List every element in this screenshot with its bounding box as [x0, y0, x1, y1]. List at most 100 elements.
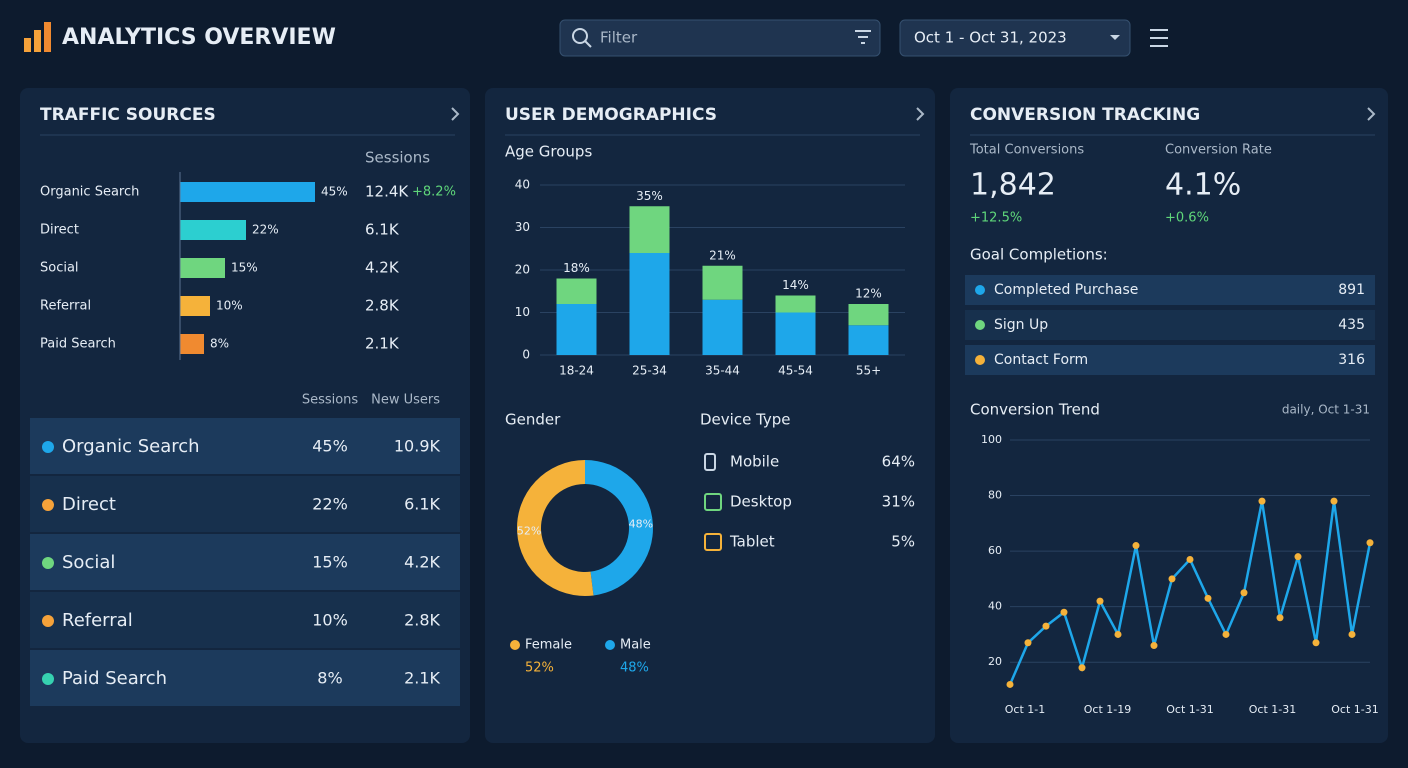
kpi-change: +0.6%: [1165, 211, 1209, 226]
bar-segment: [629, 253, 670, 355]
goal-name: Sign Up: [994, 317, 1048, 333]
x-tick-label: 18-24: [559, 364, 594, 378]
x-tick-label: Oct 1-31: [1166, 703, 1213, 716]
panel-title: TRAFFIC SOURCES: [40, 105, 216, 125]
source-name: Referral: [40, 299, 91, 314]
bar-segment: [702, 299, 743, 355]
device-icon: [704, 453, 716, 471]
row-new-users: 6.1K: [404, 495, 440, 514]
device-name: Desktop: [730, 493, 792, 511]
row-new-users: 10.9K: [394, 437, 441, 456]
menu-icon[interactable]: [1150, 29, 1168, 47]
section-title: Gender: [505, 411, 561, 429]
bar: [180, 182, 315, 202]
bar-segment: [775, 295, 816, 313]
bar-label: 45%: [321, 185, 348, 199]
trend-point: [1258, 497, 1266, 505]
y-tick-label: 30: [515, 220, 530, 234]
trend-point: [1204, 594, 1212, 602]
x-tick-label: 35-44: [705, 364, 740, 378]
slice-label: 52%: [517, 525, 541, 538]
filter-icon[interactable]: [855, 30, 871, 44]
table-row: [30, 650, 460, 706]
trend-point: [1096, 597, 1104, 605]
donut-slice: [516, 460, 594, 597]
bar-label: 22%: [252, 223, 279, 237]
y-tick-label: 20: [515, 263, 530, 277]
trend-point: [1312, 639, 1320, 647]
trend-point: [1060, 608, 1068, 616]
trend-point: [1132, 542, 1140, 550]
goal-dot: [975, 285, 985, 295]
kpi-label: Conversion Rate: [1165, 143, 1272, 158]
trend-point: [1294, 553, 1302, 561]
goal-value: 891: [1338, 282, 1365, 298]
trend-point: [1276, 614, 1284, 622]
row-name: Paid Search: [62, 668, 167, 689]
y-tick-label: 20: [988, 655, 1002, 668]
row-dot: [42, 557, 54, 569]
donut-slice: [585, 460, 653, 596]
y-tick-label: 60: [988, 544, 1002, 557]
trend-point: [1006, 680, 1014, 688]
trend-point: [1222, 630, 1230, 638]
legend-name: Female: [525, 638, 572, 653]
table-row: [30, 418, 460, 474]
section-title: Conversion Trend: [970, 401, 1100, 419]
date-select[interactable]: [899, 19, 1131, 57]
trend-point: [1186, 555, 1194, 563]
goal-dot: [975, 355, 985, 365]
x-tick-label: 25-34: [632, 364, 667, 378]
trend-point: [1330, 497, 1338, 505]
trend-point: [1168, 575, 1176, 583]
goal-row: [965, 345, 1375, 375]
trend-point: [1042, 622, 1050, 630]
row-new-users: 2.1K: [404, 669, 440, 688]
row-share: 22%: [312, 495, 348, 514]
slice-label: 48%: [629, 517, 653, 530]
source-name: Paid Search: [40, 337, 116, 352]
legend-name: Male: [620, 638, 651, 653]
goal-value: 435: [1338, 317, 1365, 333]
bar-segment: [556, 278, 597, 304]
sessions: 2.8K: [365, 297, 400, 315]
bar-total-label: 21%: [709, 248, 736, 262]
bar-segment: [629, 206, 670, 253]
section-title: Goal Completions:: [970, 246, 1108, 264]
bar-segment: [702, 265, 743, 300]
filter-input[interactable]: [559, 19, 881, 57]
row-dot: [42, 441, 54, 453]
section-title: Device Type: [700, 411, 791, 429]
trend-point: [1348, 630, 1356, 638]
filter-placeholder: Filter: [600, 29, 638, 47]
sessions: 6.1K: [365, 221, 400, 239]
row-dot: [42, 615, 54, 627]
trend-point: [1024, 639, 1032, 647]
bar-segment: [848, 304, 889, 326]
section-subtitle: daily, Oct 1-31: [1282, 403, 1370, 417]
app-title: ANALYTICS OVERVIEW: [62, 25, 336, 50]
kpi-label: Total Conversions: [969, 143, 1084, 158]
panel-title: CONVERSION TRACKING: [970, 105, 1200, 125]
x-tick-label: Oct 1-19: [1084, 703, 1131, 716]
kpi-change: +12.5%: [970, 211, 1022, 226]
x-tick-label: Oct 1-1: [1005, 703, 1045, 716]
device-share: 5%: [891, 533, 915, 551]
goal-dot: [975, 320, 985, 330]
row-dot: [42, 499, 54, 511]
legend-value: 48%: [620, 661, 649, 676]
bar-segment: [775, 312, 816, 355]
device-icon: [704, 533, 722, 551]
goal-value: 316: [1338, 352, 1365, 368]
bar-label: 10%: [216, 299, 243, 313]
kpi-value: 1,842: [970, 168, 1056, 203]
row-new-users: 4.2K: [404, 553, 440, 572]
y-tick-label: 10: [515, 305, 530, 319]
bar-total-label: 14%: [782, 278, 809, 292]
y-tick-label: 0: [522, 348, 530, 362]
date-range: Oct 1 - Oct 31, 2023: [914, 29, 1067, 47]
sessions: 4.2K: [365, 259, 400, 277]
row-name: Direct: [62, 494, 116, 515]
source-name: Organic Search: [40, 185, 139, 200]
